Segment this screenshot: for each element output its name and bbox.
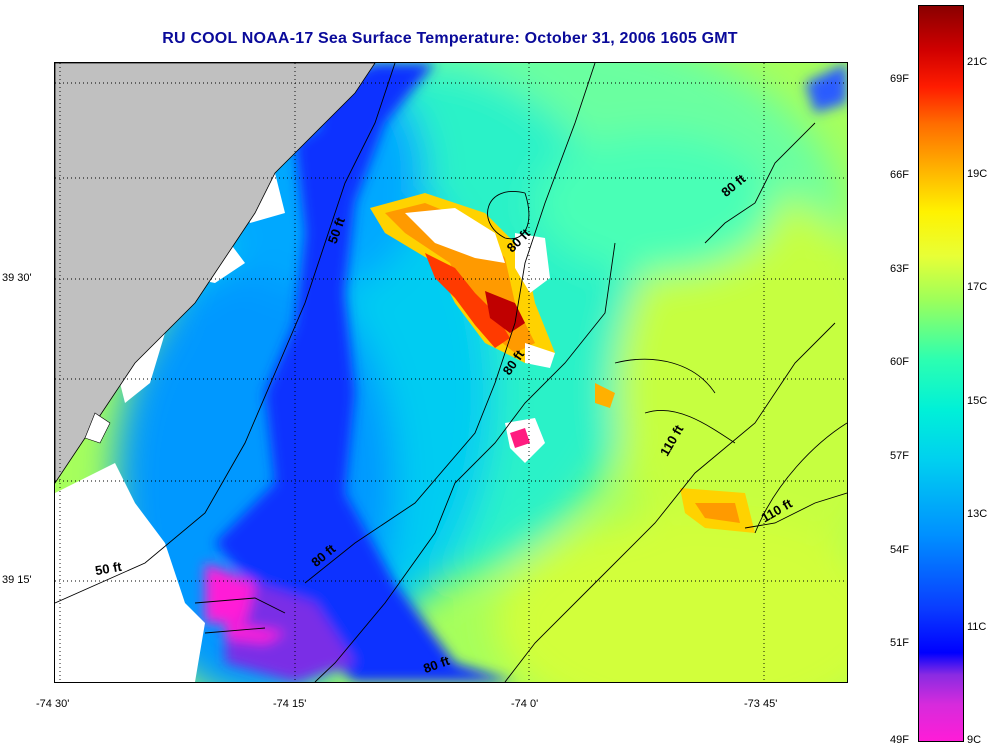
x-tick-label: -74 30' <box>36 698 70 710</box>
colorbar-c-label: 19C <box>967 168 988 180</box>
colorbar-f-label: 66F <box>890 169 909 181</box>
graticule <box>55 63 847 682</box>
colorbar-c-label: 17C <box>967 281 988 293</box>
x-tick-label: -74 0' <box>511 698 539 710</box>
colorbar-c-label: 9C <box>967 734 982 746</box>
colorbar-f-label: 49F <box>890 734 909 746</box>
chart-title: RU COOL NOAA-17 Sea Surface Temperature:… <box>162 30 738 47</box>
y-tick-label: 39 30' <box>2 272 32 284</box>
colorbar-f-label: 51F <box>890 637 909 649</box>
colorbar-c-label: 13C <box>967 508 988 520</box>
sst-field <box>55 63 847 682</box>
colorbar-f-label: 57F <box>890 450 909 462</box>
colorbar-f-label: 60F <box>890 356 909 368</box>
colorbar-c-label: 21C <box>967 56 988 68</box>
colorbar-c-label: 11C <box>967 621 987 633</box>
colorbar-c-label: 15C <box>967 395 988 407</box>
sst-map: 50 ft 80 ft 80 ft 80 ft 110 ft 110 ft 80… <box>54 62 848 683</box>
y-tick-label: 39 15' <box>2 574 32 586</box>
colorbar-f-label: 69F <box>890 73 909 85</box>
colorbar-f-label: 54F <box>890 544 909 556</box>
colorbar-f-label: 63F <box>890 263 909 275</box>
colorbar <box>918 5 964 742</box>
x-tick-label: -74 15' <box>273 698 307 710</box>
x-tick-label: -73 45' <box>744 698 778 710</box>
